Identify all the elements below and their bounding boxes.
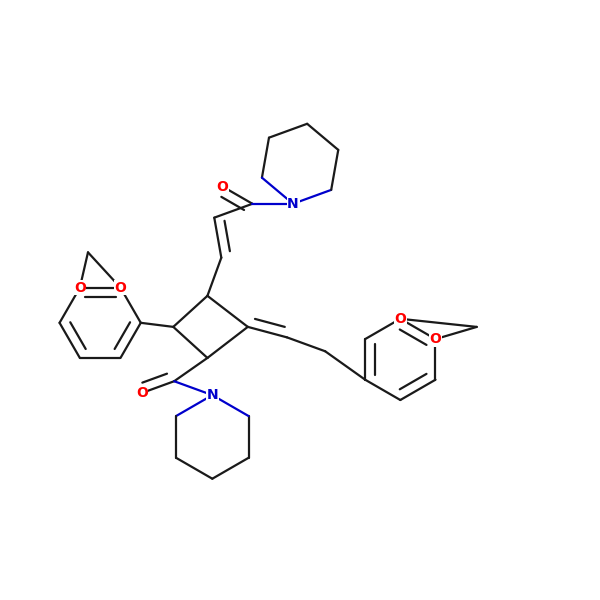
Text: N: N bbox=[287, 197, 299, 211]
Text: O: O bbox=[217, 179, 229, 194]
Text: O: O bbox=[136, 386, 148, 400]
Text: O: O bbox=[115, 281, 127, 295]
Text: O: O bbox=[394, 312, 406, 326]
Text: N: N bbox=[206, 388, 218, 402]
Text: O: O bbox=[74, 281, 86, 295]
Text: O: O bbox=[430, 332, 442, 346]
